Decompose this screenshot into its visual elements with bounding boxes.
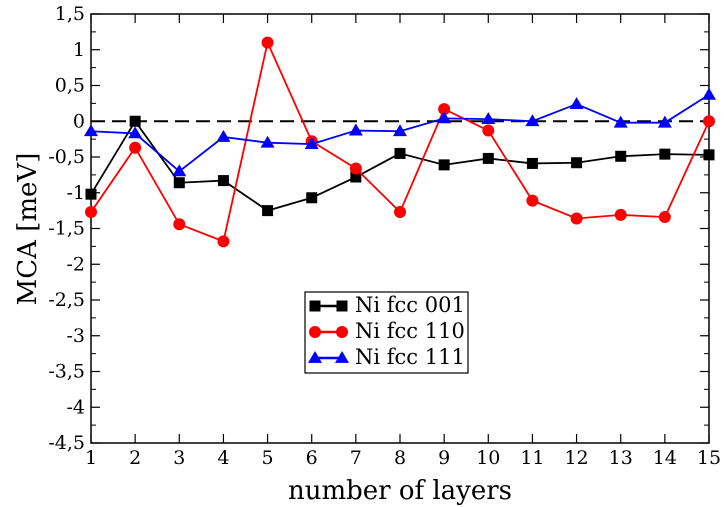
data-point-ni-fcc-001 (615, 150, 627, 162)
legend-marker-ni-fcc-111 (335, 351, 349, 363)
data-point-ni-fcc-110 (261, 36, 274, 49)
data-point-ni-fcc-110 (703, 115, 715, 128)
legend-label-ni-fcc-001: Ni fcc 001 (355, 293, 465, 317)
data-point-ni-fcc-111 (481, 112, 496, 125)
data-point-ni-fcc-110 (394, 206, 406, 219)
data-point-ni-fcc-111 (613, 115, 628, 128)
data-point-ni-fcc-001 (306, 192, 318, 204)
x-tick-label: 13 (609, 447, 633, 469)
data-point-ni-fcc-001 (262, 205, 274, 217)
x-tick-label: 4 (217, 447, 229, 469)
data-point-ni-fcc-110 (85, 206, 97, 219)
data-point-ni-fcc-001 (217, 175, 229, 187)
data-point-ni-fcc-001 (438, 159, 450, 171)
data-point-ni-fcc-111 (657, 115, 672, 128)
data-point-ni-fcc-001 (85, 188, 97, 200)
data-point-ni-fcc-110 (614, 208, 627, 221)
legend-marker-ni-fcc-111 (308, 351, 322, 363)
data-point-ni-fcc-001 (571, 157, 583, 169)
y-tick-label: -2,5 (48, 289, 85, 311)
x-tick-label: 15 (697, 447, 721, 469)
x-tick-label: 9 (438, 447, 450, 469)
y-tick-label: -3,5 (48, 361, 85, 383)
y-tick-label: -2 (66, 253, 85, 275)
y-tick-label: -1,5 (48, 218, 85, 240)
y-tick-label: 0,5 (55, 75, 85, 97)
legend-marker-ni-fcc-110 (336, 326, 348, 338)
data-point-ni-fcc-111 (84, 124, 98, 137)
legend-label-ni-fcc-111: Ni fcc 111 (355, 345, 465, 369)
data-point-ni-fcc-001 (659, 148, 671, 160)
x-tick-label: 6 (306, 447, 318, 469)
legend-marker-ni-fcc-001 (336, 300, 348, 312)
series-ni-fcc-001 (85, 115, 715, 217)
data-point-ni-fcc-001 (350, 171, 362, 183)
x-tick-label: 5 (262, 447, 274, 469)
x-tick-label: 8 (394, 447, 406, 469)
data-point-ni-fcc-001 (173, 177, 185, 189)
data-point-ni-fcc-111 (525, 114, 540, 127)
y-tick-label: -4 (66, 396, 85, 418)
data-point-ni-fcc-111 (128, 126, 143, 139)
ticks-layer: 1,510,50-0,5-1-1,5-2-2,5-3-3,5-4-4,51 2 3 4… (48, 3, 721, 469)
data-point-ni-fcc-111 (260, 135, 275, 148)
data-point-ni-fcc-001 (703, 149, 715, 161)
y-tick-label: -0,5 (48, 146, 85, 168)
y-tick-label: -4,5 (48, 432, 85, 454)
y-tick-label: -3 (66, 325, 85, 347)
data-point-ni-fcc-001 (482, 152, 494, 164)
y-tick-label: -1 (66, 182, 85, 204)
data-point-ni-fcc-110 (173, 218, 186, 231)
data-point-ni-fcc-001 (526, 157, 538, 169)
data-point-ni-fcc-001 (394, 147, 406, 159)
x-tick-label: 3 (173, 447, 185, 469)
data-point-ni-fcc-110 (482, 124, 495, 137)
legend-label-ni-fcc-110: Ni fcc 110 (355, 319, 465, 343)
plot-area (90, 13, 710, 444)
y-tick-label: 1 (73, 39, 85, 61)
series-layer (84, 36, 716, 248)
x-tick-label: 12 (564, 447, 588, 469)
data-point-ni-fcc-001 (129, 115, 141, 127)
data-point-ni-fcc-111 (172, 164, 187, 177)
data-point-ni-fcc-110 (438, 103, 451, 116)
x-tick-label: 11 (520, 447, 544, 469)
legend: Ni fcc 001 Ni fcc 110 Ni fcc 111 (304, 291, 469, 374)
data-point-ni-fcc-110 (349, 162, 362, 175)
legend-marker-ni-fcc-110 (309, 326, 321, 338)
x-tick-label: 14 (653, 447, 677, 469)
y-tick-label: 0 (73, 110, 85, 132)
data-point-ni-fcc-111 (348, 123, 363, 136)
data-point-ni-fcc-111 (437, 111, 452, 124)
data-point-ni-fcc-111 (216, 129, 231, 142)
data-point-ni-fcc-111 (702, 87, 716, 100)
data-point-ni-fcc-111 (393, 124, 407, 137)
data-point-ni-fcc-110 (570, 212, 583, 225)
data-point-ni-fcc-110 (129, 141, 142, 154)
y-tick-label: 1,5 (55, 3, 85, 25)
data-point-ni-fcc-110 (658, 211, 671, 224)
legend-markers (308, 300, 349, 363)
data-point-ni-fcc-111 (304, 137, 319, 150)
data-point-ni-fcc-110 (217, 235, 230, 248)
x-tick-label: 7 (350, 447, 362, 469)
y-axis-title: MCA [meV] (13, 153, 43, 306)
x-tick-label: 10 (476, 447, 500, 469)
x-tick-label: 1 (85, 447, 97, 469)
data-point-ni-fcc-111 (569, 97, 584, 109)
legend-marker-ni-fcc-001 (309, 300, 321, 312)
x-tick-label: 2 (129, 447, 141, 469)
x-axis-title: number of layers (288, 476, 512, 506)
data-point-ni-fcc-110 (526, 194, 539, 207)
series-ni-fcc-111 (84, 87, 716, 177)
